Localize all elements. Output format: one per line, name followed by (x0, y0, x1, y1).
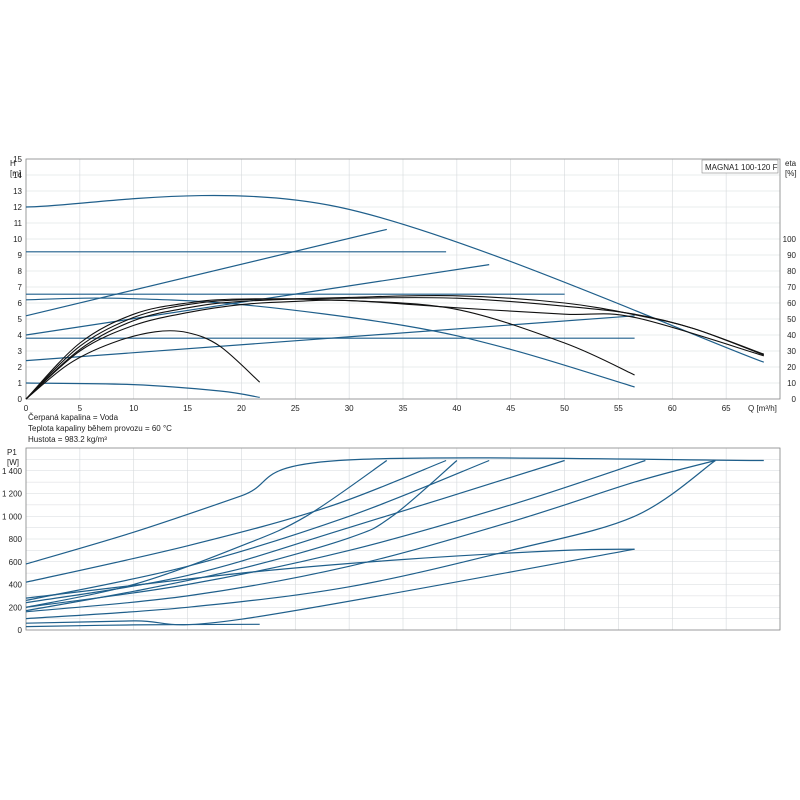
eta-y-ticks: 0 10 20 30 40 50 60 70 80 90 100 (783, 235, 797, 404)
power-grid (25, 447, 781, 631)
head-y-tick-label: 11 (14, 219, 23, 228)
power-curve (25, 459, 565, 604)
head-x-tick-label: 5 (78, 404, 83, 413)
head-x-tick-label: 40 (452, 404, 461, 413)
flow-axis-label: Q [m³/h] (748, 404, 777, 413)
power-curve (25, 459, 490, 601)
head-axis-label-h: H (10, 159, 16, 168)
power-curve (25, 457, 764, 565)
head-x-tick-label: 20 (237, 404, 246, 413)
head-x-tick-label: 15 (183, 404, 192, 413)
eta-y-tick-label: 100 (783, 235, 797, 244)
head-y-tick-label: 2 (18, 363, 23, 372)
head-y-tick-label: 14 (13, 171, 22, 180)
eta-axis-unit: [%] (785, 169, 797, 178)
head-y-tick-label: 0 (18, 395, 23, 404)
power-curve (25, 460, 388, 608)
eta-y-tick-label: 70 (787, 283, 796, 292)
head-x-tick-label: 25 (291, 404, 300, 413)
head-x-tick-label: 35 (399, 404, 408, 413)
head-x-tick-label: 30 (345, 404, 354, 413)
efficiency-curve (25, 296, 764, 400)
head-chart: 0 5 10 15 20 25 30 35 40 45 50 55 60 65 0123456789101… (10, 155, 797, 444)
head-blue-curves (25, 194, 765, 398)
power-chart-frame (25, 447, 781, 631)
efficiency-curves (25, 294, 764, 400)
power-curve (25, 623, 260, 628)
power-curve (25, 459, 646, 608)
medium-line-temperature: Teplota kapaliny během provozu = 60 °C (28, 424, 172, 433)
eta-y-tick-label: 10 (787, 379, 796, 388)
efficiency-curve (25, 330, 261, 400)
head-curve (25, 228, 387, 317)
power-y-ticks: 0 200 400 600 800 1 000 1 200 1 400 (2, 467, 23, 635)
head-y-tick-label: 7 (18, 283, 23, 292)
medium-line-fluid: Čerpaná kapalina = Voda (28, 413, 119, 422)
power-curve (25, 459, 716, 613)
efficiency-curve (25, 294, 764, 400)
head-grid (25, 158, 781, 400)
head-curve (25, 315, 635, 362)
power-chart: 0 200 400 600 800 1 000 1 200 1 400 P1 [W] (2, 447, 781, 635)
head-x-tick-label: 55 (614, 404, 623, 413)
power-y-tick-label: 0 (18, 626, 23, 635)
power-curve (25, 460, 716, 620)
power-curve (25, 460, 458, 612)
head-x-tick-label: 60 (668, 404, 677, 413)
head-y-tick-label: 12 (13, 203, 22, 212)
eta-y-tick-label: 60 (787, 299, 796, 308)
efficiency-curve (25, 298, 764, 400)
power-y-tick-label: 400 (9, 581, 23, 590)
head-y-tick-label: 13 (13, 187, 22, 196)
power-y-tick-label: 1 200 (2, 490, 23, 499)
power-curve (25, 548, 635, 626)
head-chart-frame (25, 158, 781, 400)
head-y-tick-label: 15 (13, 155, 22, 164)
power-y-tick-label: 800 (9, 535, 23, 544)
power-curve (25, 459, 447, 583)
eta-y-tick-label: 90 (787, 251, 796, 260)
model-label: MAGNA1 100-120 F (705, 163, 778, 172)
head-y-tick-label: 9 (18, 251, 23, 260)
head-y-tick-label: 3 (18, 347, 23, 356)
head-x-tick-label: 10 (129, 404, 138, 413)
medium-line-density: Hustota = 983.2 kg/m³ (28, 435, 107, 444)
head-curve (25, 297, 635, 388)
power-y-tick-label: 1 400 (2, 467, 23, 476)
head-x-tick-label: 0 (24, 404, 29, 413)
head-x-ticks: 0 5 10 15 20 25 30 35 40 45 50 55 60 65 (24, 404, 731, 413)
power-y-tick-label: 600 (9, 558, 23, 567)
eta-y-tick-label: 0 (792, 395, 797, 404)
eta-y-tick-label: 80 (787, 267, 796, 276)
power-axis-unit: [W] (7, 458, 19, 467)
power-y-tick-label: 200 (9, 603, 23, 612)
head-y-tick-label: 10 (13, 235, 22, 244)
power-curves (25, 457, 764, 628)
head-y-tick-label: 8 (18, 267, 23, 276)
head-y-tick-label: 4 (18, 331, 23, 340)
power-curve (25, 548, 635, 599)
power-axis-label: P1 (7, 448, 17, 457)
head-y-tick-label: 6 (18, 299, 23, 308)
model-box (701, 159, 779, 174)
eta-y-tick-label: 40 (787, 331, 796, 340)
eta-y-tick-label: 50 (787, 315, 796, 324)
head-y-tick-label: 1 (18, 379, 23, 388)
head-x-tick-label: 45 (506, 404, 515, 413)
head-axis-unit: [m] (10, 169, 21, 178)
head-x-tick-label: 50 (560, 404, 569, 413)
efficiency-curve (25, 299, 635, 400)
eta-y-tick-label: 30 (787, 347, 796, 356)
power-y-tick-label: 1 000 (2, 512, 23, 521)
head-y-tick-label: 5 (18, 315, 23, 324)
head-curve (25, 194, 765, 363)
eta-y-tick-label: 20 (787, 363, 796, 372)
eta-axis-label: eta (785, 159, 797, 168)
head-curve (25, 382, 260, 398)
head-x-tick-label: 65 (722, 404, 731, 413)
